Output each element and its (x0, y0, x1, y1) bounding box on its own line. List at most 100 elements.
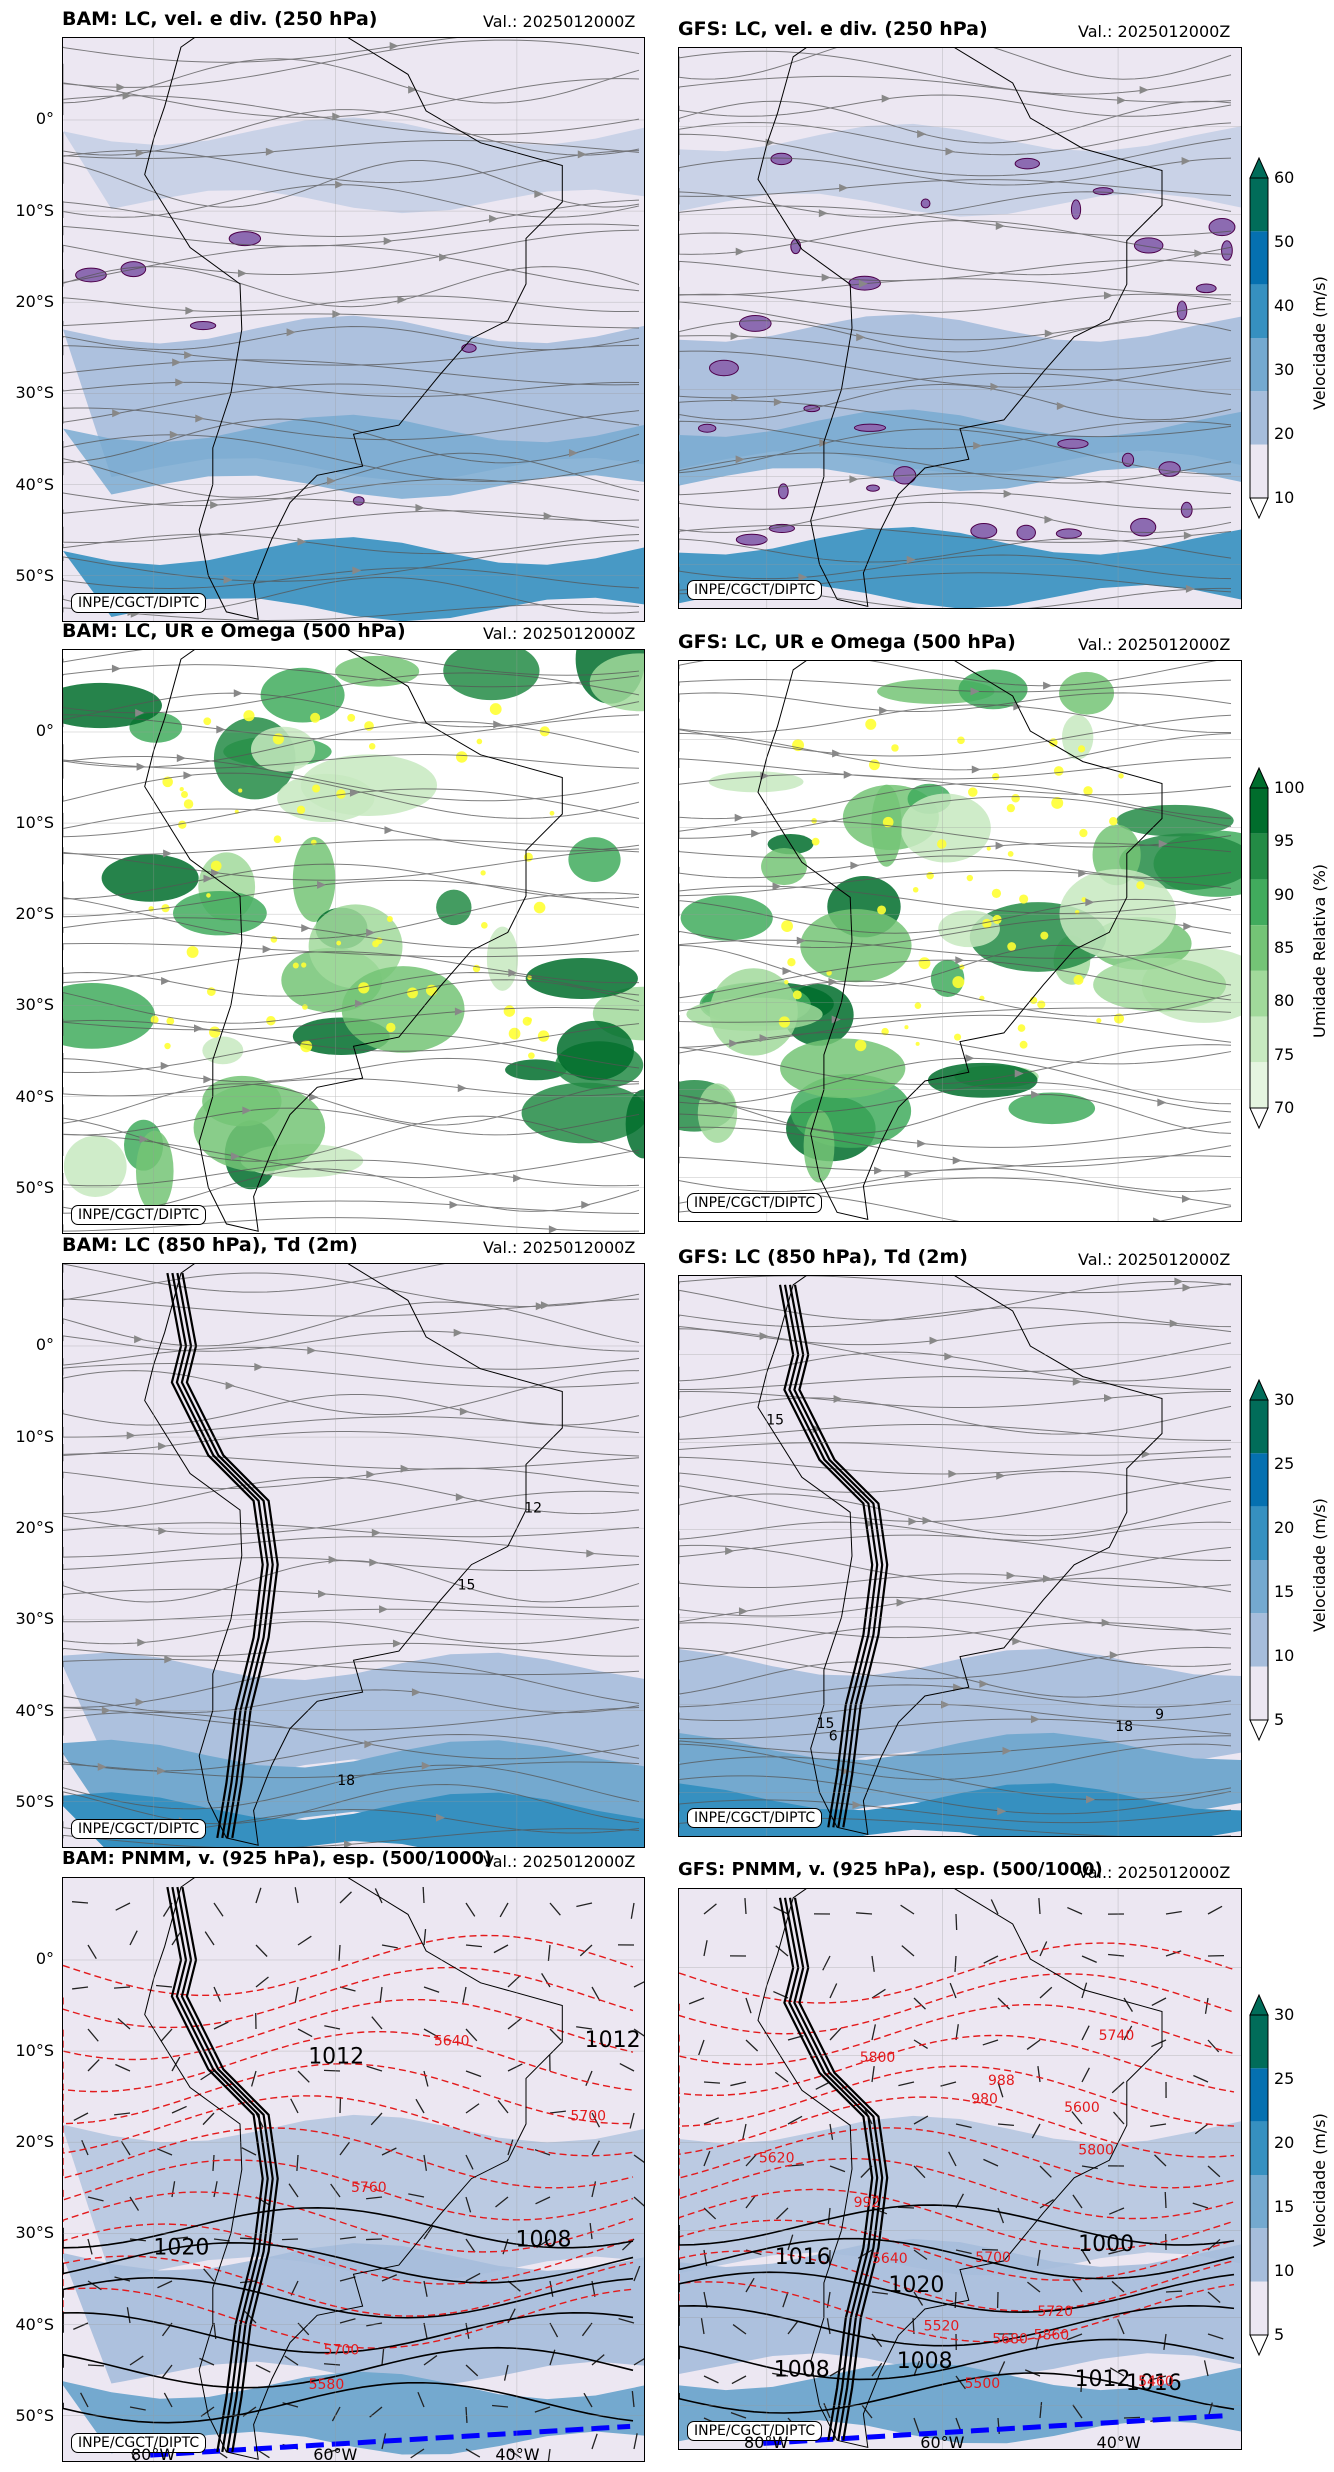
colorbar-tick: 5 (1274, 1710, 1285, 1729)
colorbar-svg (1249, 1993, 1269, 2357)
contour-label: 5680 (992, 2332, 1028, 2348)
colorbar-segment (1250, 1666, 1268, 1720)
colorbar-segment (1250, 284, 1268, 338)
colorbar-tick: 30 (1274, 360, 1295, 379)
valid-time: Val.: 2025012000Z (1078, 1863, 1231, 1882)
latitude-label: 10°S (15, 812, 54, 832)
colorbar-tick: 30 (1274, 1390, 1295, 1409)
latitude-label: 10°S (15, 2040, 54, 2060)
latitude-label: 0° (35, 1949, 54, 1969)
colorbar-tick: 10 (1274, 1646, 1295, 1665)
colorbar-segment (1250, 338, 1268, 392)
contour-label: 5620 (759, 2150, 795, 2166)
contour-label: 1008 (897, 2349, 953, 2374)
colorbar-tick: 10 (1274, 488, 1295, 507)
colorbar-segment (1250, 2175, 1268, 2229)
contour-label: 5740 (1099, 2028, 1135, 2044)
latitude-label: 40°S (15, 1086, 54, 1106)
colorbar-label: Velocidade (m/s) (1310, 2113, 1329, 2247)
colorbar-tick: 25 (1274, 2069, 1295, 2088)
credit-badge: INPE/CGCT/DIPTC (687, 580, 823, 600)
longitude-label: 60°W (920, 2433, 965, 2452)
colorbar-segment (1250, 2068, 1268, 2122)
colorbar-tick: 15 (1274, 1582, 1295, 1601)
map-gfs-250: INPE/CGCT/DIPTC (678, 47, 1242, 609)
contour-label: 1016 (1126, 2371, 1182, 2396)
latitude-label: 40°S (15, 1700, 54, 1720)
contour-label: 988 (988, 2073, 1015, 2089)
contour-label: 1008 (774, 2358, 830, 2383)
colorbar-svg (1249, 156, 1269, 520)
colorbar-segment (1250, 178, 1268, 232)
credit-badge: INPE/CGCT/DIPTC (687, 1808, 823, 1828)
latitude-label: 50°S (15, 1792, 54, 1812)
map-canvas (63, 38, 644, 621)
colorbar-segment (1250, 788, 1268, 834)
colorbar-tick: 20 (1274, 2133, 1295, 2152)
contour-label: 1016 (775, 2245, 831, 2270)
latitude-label: 30°S (15, 1609, 54, 1629)
panel-title: GFS: LC, vel. e div. (250 hPa) (678, 18, 988, 40)
credit-badge: INPE/CGCT/DIPTC (71, 593, 207, 613)
contour-label: 5640 (434, 2033, 470, 2049)
valid-time: Val.: 2025012000Z (483, 1852, 636, 1871)
colorbar-tick: 70 (1274, 1098, 1295, 1117)
contour-label: 5600 (1064, 2100, 1100, 2116)
valid-time: Val.: 2025012000Z (1078, 22, 1231, 41)
latitude-label: 20°S (15, 2132, 54, 2152)
latitude-label: 50°S (15, 566, 54, 586)
contour-label: 5700 (324, 2342, 360, 2358)
longitude-label: 60°W (313, 2445, 358, 2464)
colorbar-tick: 95 (1274, 831, 1295, 851)
longitude-label: 80°W (131, 2445, 176, 2464)
contour-label: 1020 (888, 2273, 944, 2298)
panel-title: BAM: LC (850 hPa), Td (2m) (62, 1234, 358, 1256)
map-bam-850: 15 12 18 INPE/CGCT/DIPTC (62, 1263, 645, 1848)
colorbar-segment (1250, 1400, 1268, 1454)
latitude-label: 50°S (15, 1178, 54, 1198)
colorbar-segment (1250, 970, 1268, 1017)
colorbar-tick: 10 (1274, 2261, 1295, 2280)
colorbar-segment (1250, 2281, 1268, 2335)
colorbar-segment (1250, 2228, 1268, 2282)
panel-title: BAM: LC, vel. e div. (250 hPa) (62, 8, 378, 30)
contour-label: 5800 (860, 2050, 896, 2066)
latitude-label: 40°S (15, 2314, 54, 2334)
contour-label: 5760 (351, 2180, 387, 2196)
contour-label: 15 (817, 1716, 835, 1732)
contour-label: 5800 (1078, 2142, 1114, 2158)
latitude-label: 30°S (15, 2223, 54, 2243)
contour-label: 15 (766, 1412, 784, 1428)
colorbar-tick: 75 (1274, 1044, 1295, 1064)
latitude-label: 20°S (15, 292, 54, 312)
colorbar-segment (1250, 1062, 1268, 1108)
map-gfs-pnmm: 1016 5740 5800 5800 5860 1008 1012 1016 1020 5720… (678, 1888, 1242, 2450)
contour-label: 1000 (1078, 2232, 1134, 2257)
panel-title: BAM: LC, UR e Omega (500 hPa) (62, 620, 406, 642)
contour-label: 6 (829, 1728, 838, 1744)
colorbar-svg (1249, 1378, 1269, 1742)
colorbar-segment (1250, 231, 1268, 285)
colorbar-tick: 40 (1274, 296, 1295, 315)
panel-title: GFS: LC, UR e Omega (500 hPa) (678, 631, 1016, 653)
map-canvas: 5700 5760 5640 1008 5700 1020 1012 1012 5580 (63, 1878, 644, 2461)
valid-time: Val.: 2025012000Z (483, 624, 636, 643)
latitude-label: 40°S (15, 474, 54, 494)
contour-label: 15 (458, 1578, 476, 1594)
colorbar-tick: 25 (1274, 1454, 1295, 1473)
colorbar-segment (1250, 1613, 1268, 1667)
map-gfs-850: 18 15 15 9 6 INPE/CGCT/DIPTC (678, 1275, 1242, 1837)
contour-label: 9 (1155, 1707, 1164, 1723)
longitude-label: 80°W (744, 2433, 789, 2452)
colorbar-segment (1250, 1560, 1268, 1614)
latitude-label: 50°S (15, 2406, 54, 2426)
latitude-label: 10°S (15, 1426, 54, 1446)
latitude-label: 0° (35, 109, 54, 129)
colorbar-segment (1250, 833, 1268, 880)
contour-label: 12 (524, 1501, 542, 1517)
valid-time: Val.: 2025012000Z (1078, 635, 1231, 654)
contour-label: 5460 (1138, 2374, 1174, 2390)
map-canvas (679, 661, 1241, 1221)
contour-label: 1020 (153, 2235, 209, 2260)
colorbar-segment (1250, 925, 1268, 971)
